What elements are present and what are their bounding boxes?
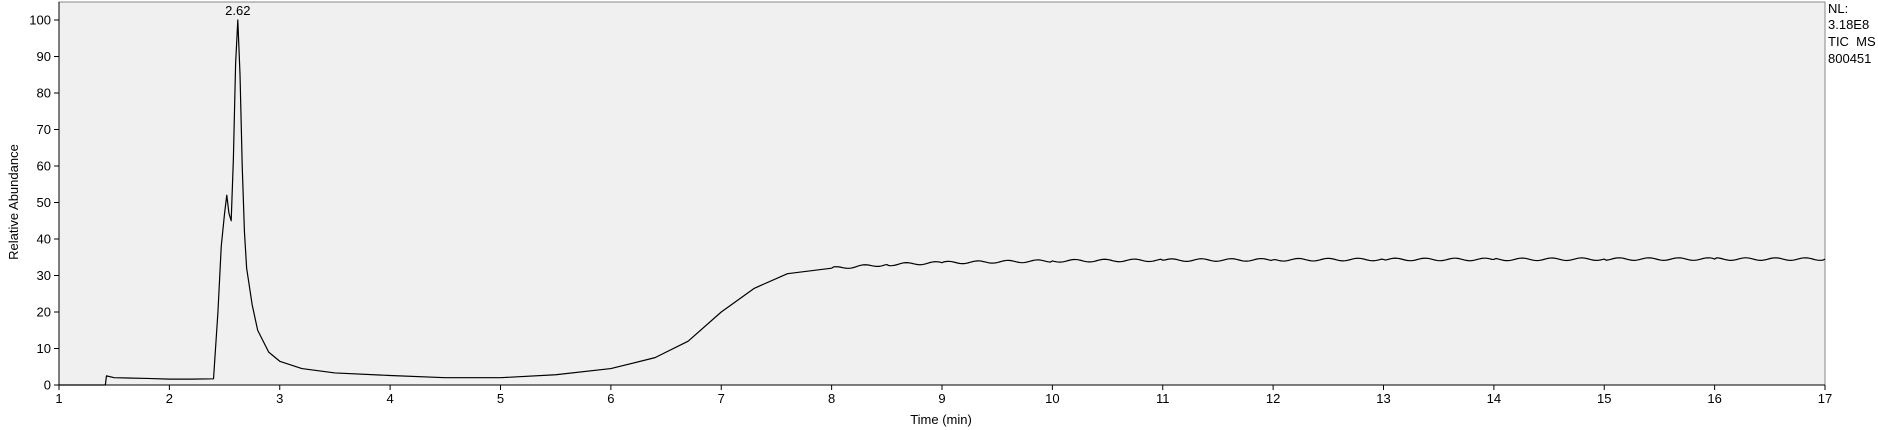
x-tick-label: 1 bbox=[55, 391, 62, 406]
peak-label: 2.62 bbox=[225, 3, 250, 18]
y-tick-label: 40 bbox=[37, 232, 51, 247]
plot-area bbox=[58, 1, 1826, 386]
y-tick-label: 90 bbox=[37, 49, 51, 64]
x-tick-label: 15 bbox=[1597, 391, 1611, 406]
x-tick-label: 16 bbox=[1707, 391, 1721, 406]
x-tick-label: 11 bbox=[1156, 391, 1170, 406]
y-tick-label: 100 bbox=[29, 13, 51, 28]
y-tick-label: 70 bbox=[37, 122, 51, 137]
y-tick-label: 10 bbox=[37, 341, 51, 356]
series-line-0 bbox=[59, 19, 1826, 386]
x-tick-label: 2 bbox=[166, 391, 173, 406]
y-axis-title: Relative Abundance bbox=[6, 144, 21, 260]
info-line-2: 3.18E8 bbox=[1828, 17, 1869, 32]
x-tick-label: 10 bbox=[1045, 391, 1059, 406]
x-tick-label: 5 bbox=[497, 391, 504, 406]
info-line-1: NL: bbox=[1828, 1, 1848, 16]
x-tick-label: 9 bbox=[938, 391, 945, 406]
y-tick-label: 60 bbox=[37, 159, 51, 174]
annotation-layer: 2.62 bbox=[225, 3, 250, 18]
y-tick-label: 20 bbox=[37, 305, 51, 320]
x-tick-label: 6 bbox=[607, 391, 614, 406]
x-tick-label: 12 bbox=[1266, 391, 1280, 406]
y-tick-label: 0 bbox=[44, 378, 51, 393]
info-line-3: TIC MS bbox=[1828, 34, 1876, 49]
x-tick-label: 4 bbox=[387, 391, 394, 406]
x-tick-label: 8 bbox=[828, 391, 835, 406]
x-tick-label: 14 bbox=[1487, 391, 1501, 406]
x-tick-label: 17 bbox=[1818, 391, 1832, 406]
series-layer bbox=[59, 19, 1826, 386]
x-tick-label: 3 bbox=[276, 391, 283, 406]
x-tick-label: 7 bbox=[718, 391, 725, 406]
x-axis-title: Time (min) bbox=[910, 412, 972, 427]
info-box: NL: 3.18E8 TIC MS 800451 bbox=[1828, 1, 1876, 66]
y-axis: 0 10 20 30 40 50 60 70 80 90 100 bbox=[29, 2, 60, 393]
x-axis: 1 2 3 4 5 6 7 8 9 10 11 12 13 14 15 16 17 bbox=[55, 384, 1832, 406]
y-tick-label: 50 bbox=[37, 195, 51, 210]
y-tick-label: 80 bbox=[37, 86, 51, 101]
x-tick-label: 13 bbox=[1376, 391, 1390, 406]
info-line-4: 800451 bbox=[1828, 51, 1871, 66]
y-tick-label: 30 bbox=[37, 268, 51, 283]
